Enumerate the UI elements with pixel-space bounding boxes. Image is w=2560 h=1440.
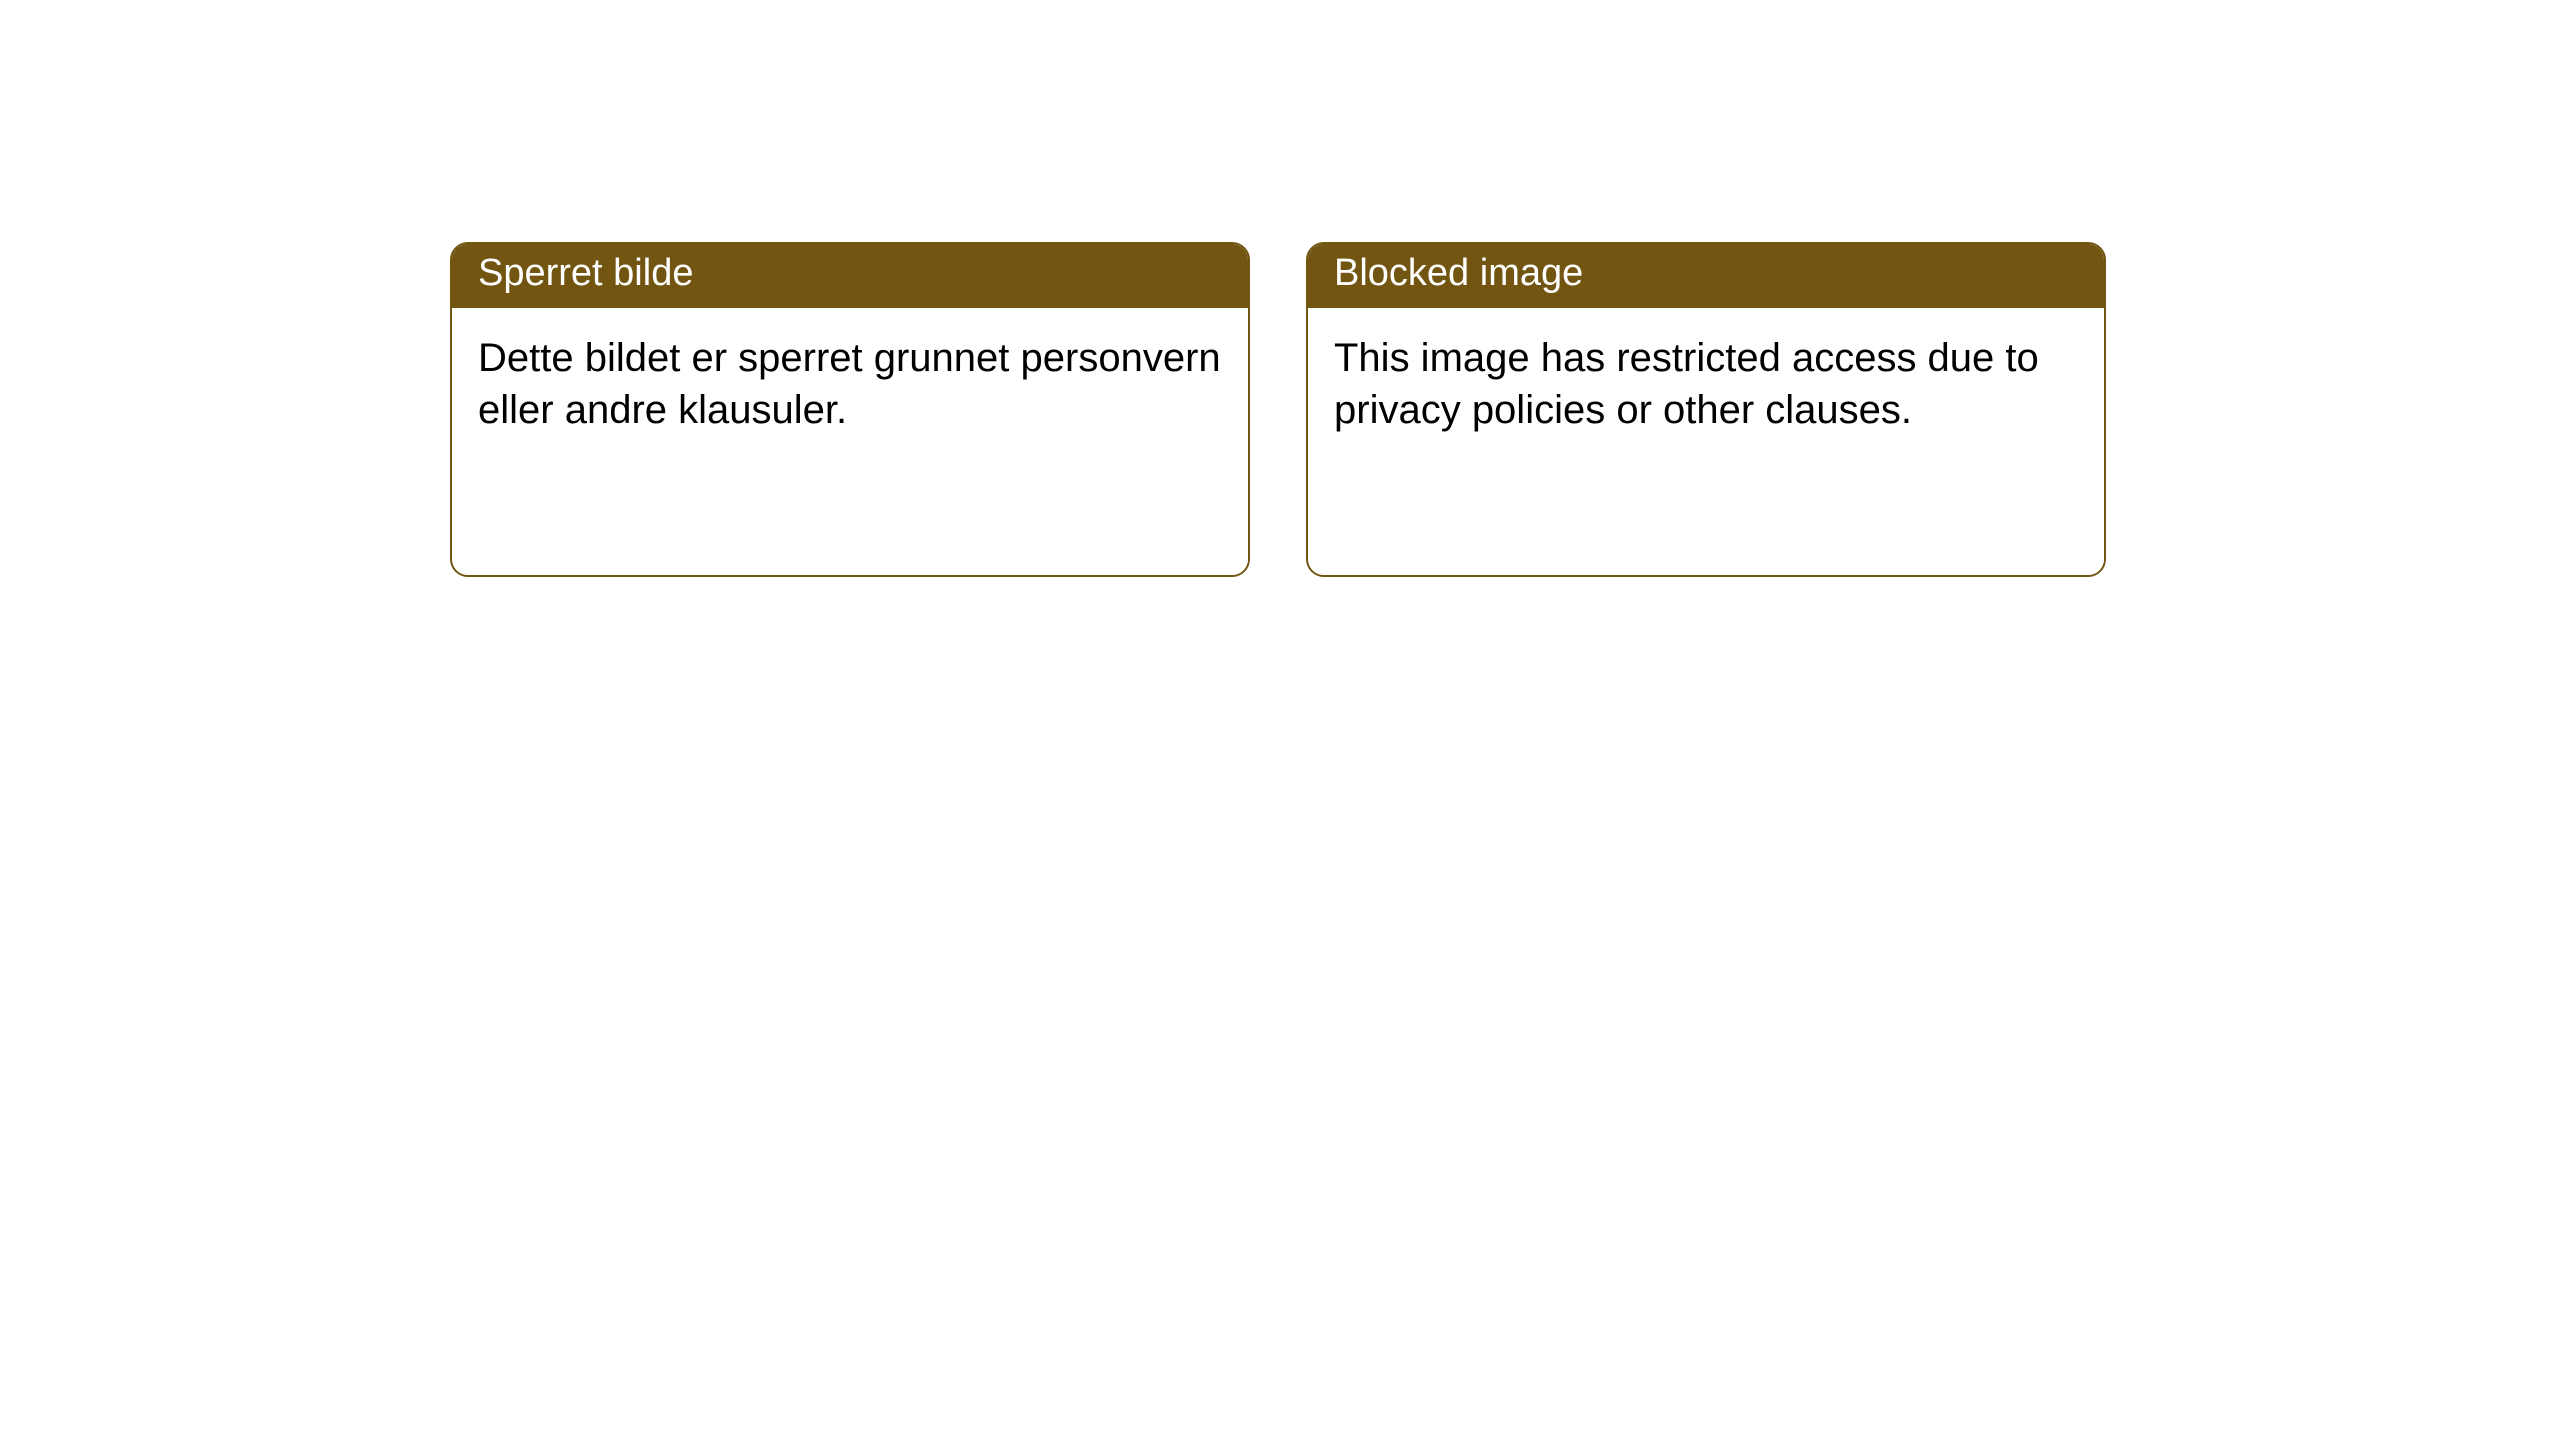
notice-header: Sperret bilde	[452, 244, 1248, 308]
notice-container: Sperret bilde Dette bildet er sperret gr…	[450, 242, 2106, 577]
notice-header: Blocked image	[1308, 244, 2104, 308]
notice-card-english: Blocked image This image has restricted …	[1306, 242, 2106, 577]
notice-body: Dette bildet er sperret grunnet personve…	[452, 308, 1248, 575]
notice-card-norwegian: Sperret bilde Dette bildet er sperret gr…	[450, 242, 1250, 577]
notice-body: This image has restricted access due to …	[1308, 308, 2104, 575]
